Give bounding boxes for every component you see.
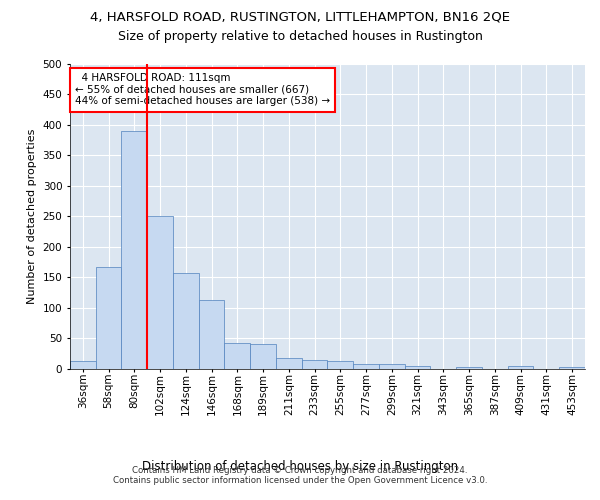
Bar [199, 300, 224, 368]
Y-axis label: Number of detached properties: Number of detached properties [27, 128, 37, 304]
Bar [121, 131, 147, 368]
Bar [250, 344, 276, 368]
Bar [173, 273, 199, 368]
Bar [508, 366, 533, 368]
Bar [353, 364, 379, 368]
Text: Size of property relative to detached houses in Rustington: Size of property relative to detached ho… [118, 30, 482, 43]
Bar [302, 360, 328, 368]
Bar [224, 342, 250, 368]
Bar [405, 366, 430, 368]
Text: 4, HARSFOLD ROAD, RUSTINGTON, LITTLEHAMPTON, BN16 2QE: 4, HARSFOLD ROAD, RUSTINGTON, LITTLEHAMP… [90, 10, 510, 23]
Text: Contains HM Land Registry data © Crown copyright and database right 2024.
Contai: Contains HM Land Registry data © Crown c… [113, 466, 487, 485]
Bar [328, 361, 353, 368]
Bar [456, 367, 482, 368]
Bar [70, 362, 95, 368]
Bar [95, 267, 121, 368]
Text: Distribution of detached houses by size in Rustington: Distribution of detached houses by size … [142, 460, 458, 473]
Bar [276, 358, 302, 368]
Text: 4 HARSFOLD ROAD: 111sqm
← 55% of detached houses are smaller (667)
44% of semi-d: 4 HARSFOLD ROAD: 111sqm ← 55% of detache… [75, 73, 330, 106]
Bar [147, 216, 173, 368]
Bar [379, 364, 405, 368]
